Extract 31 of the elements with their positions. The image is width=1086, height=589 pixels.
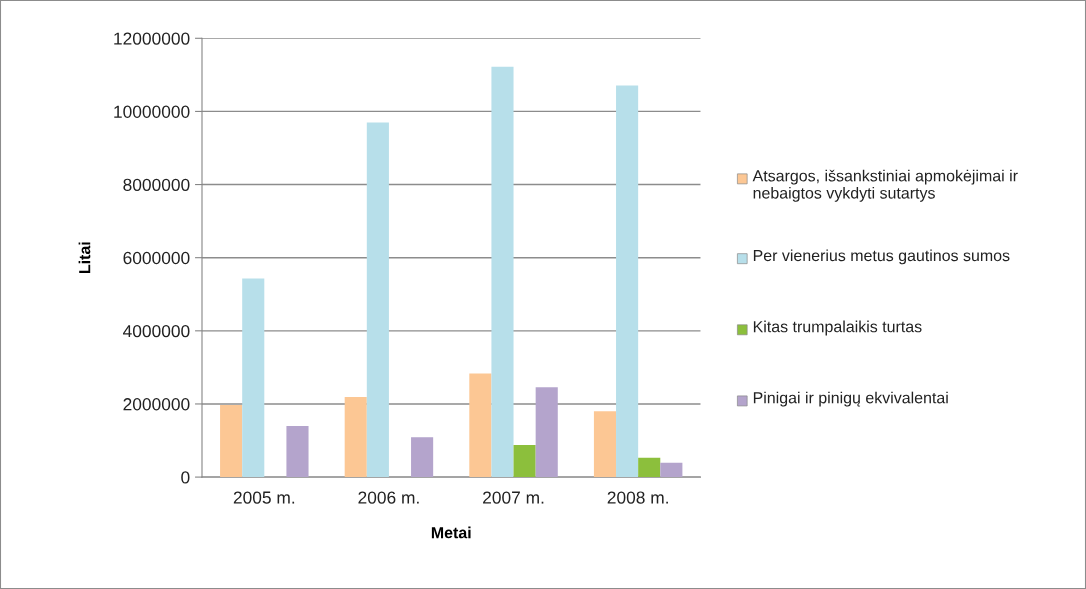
- legend-label: Atsargos, išsankstiniai apmokėjimai ir nebaigtos vykdyti sutartys: [752, 169, 1018, 202]
- bar: [286, 425, 309, 478]
- bar: [366, 122, 389, 478]
- bar: [660, 462, 683, 478]
- x-tick-label: 2005 m.: [233, 491, 295, 504]
- bar: [638, 457, 661, 478]
- x-tick-label: 2006 m.: [358, 491, 419, 504]
- bar: [344, 397, 367, 478]
- y-tick-label: 0: [181, 471, 190, 484]
- bar: [513, 444, 536, 478]
- x-tick-label: 2008 m.: [607, 491, 668, 504]
- bar: [491, 66, 514, 478]
- bar: [469, 373, 492, 478]
- x-axis-title: Metai: [431, 526, 471, 539]
- y-tick-label: 12000000: [114, 32, 190, 45]
- y-tick-label: 6000000: [123, 251, 190, 265]
- bar: [242, 278, 265, 478]
- y-axis-title: Litai: [78, 242, 91, 274]
- y-tick-label: 10000000: [114, 105, 190, 118]
- legend-label: Per vienerius metus gautinos sumos: [753, 249, 1010, 265]
- bar: [616, 85, 639, 478]
- y-tick-label: 4000000: [123, 324, 190, 338]
- legend-label: Pinigai ir pinigų ekvivalentai: [753, 391, 948, 407]
- y-tick-label: 8000000: [123, 178, 190, 192]
- y-tick-label: 2000000: [123, 398, 190, 411]
- bar: [535, 387, 558, 478]
- x-tick-label: 2007 m.: [483, 491, 544, 504]
- bar: [411, 437, 434, 478]
- bar: [593, 411, 617, 478]
- legend-label: Kitas trumpalaikis turtas: [753, 320, 922, 336]
- bar: [220, 405, 243, 478]
